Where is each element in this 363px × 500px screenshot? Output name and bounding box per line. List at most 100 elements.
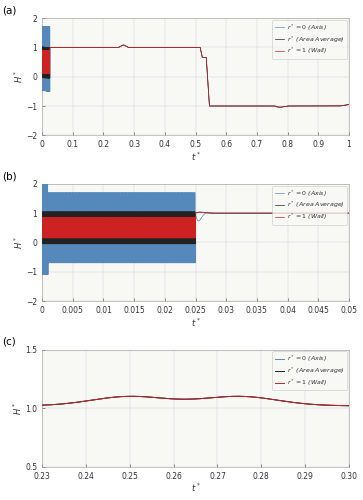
X-axis label: $t^*$: $t^*$ [191,316,200,328]
$r^*$ (Area Average) [347,210,351,216]
$r^* = 1$ (Wall) [40,225,44,231]
Line: $r^* = 0$ (Axis): $r^* = 0$ (Axis) [42,396,349,406]
$r^* = 0$ (Axis) [114,204,118,210]
$r^* = 0$ (Axis) [117,44,121,51]
$r^* = 1$ (Wall) [347,402,351,408]
$r^* = 0$ (Axis) [225,103,230,109]
$r^* = 1$ (Wall) [327,103,331,109]
$r^* = 1$ (Wall) [237,103,241,109]
Line: $r^* = 0$ (Axis): $r^* = 0$ (Axis) [42,27,349,107]
$r^* = 1$ (Wall) [198,210,203,216]
$r^* = 1$ (Wall) [114,223,118,229]
$r^* = 1$ (Wall) [40,402,44,408]
$r^* = 1$ (Wall) [260,103,264,109]
$r^* = 1$ (Wall) [73,230,78,236]
Y-axis label: $H^*$: $H^*$ [11,402,24,414]
$r^*$ (Area Average) [225,103,230,109]
$r^* = 1$ (Wall) [235,394,240,400]
$r^* = 1$ (Wall) [306,210,310,216]
$r^* = 0$ (Axis) [347,102,351,107]
$r^*$ (Area Average) [327,103,331,109]
$r^*$ (Area Average) [107,237,111,243]
$r^* = 1$ (Wall) [96,396,100,402]
$r^*$ (Area Average) [121,42,126,48]
$r^* = 0$ (Axis) [327,103,331,109]
$r^* = 1$ (Wall) [292,400,297,406]
Line: $r^*$ (Area Average): $r^*$ (Area Average) [42,45,349,107]
$r^* = 1$ (Wall) [121,42,126,48]
$r^* = 0$ (Axis) [269,396,273,402]
Line: $r^* = 1$ (Wall): $r^* = 1$ (Wall) [42,396,349,406]
$r^* = 0$ (Axis) [42,24,46,30]
$r^* = 1$ (Wall) [347,102,351,107]
$r^*$ (Area Average) [237,103,241,109]
$r^*$ (Area Average) [240,394,244,400]
$r^*$ (Area Average) [117,44,121,51]
$r^* = 0$ (Axis) [45,178,50,184]
$r^* = 0$ (Axis) [292,400,297,406]
Text: (b): (b) [2,171,17,181]
$r^* = 0$ (Axis) [235,394,240,400]
$r^* = 0$ (Axis) [347,210,351,216]
$r^* = 0$ (Axis) [224,394,228,400]
$r^*$ (Area Average) [269,396,273,402]
$r^*$ (Area Average) [40,241,45,247]
$r^* = 1$ (Wall) [157,395,162,401]
$r^* = 1$ (Wall) [240,394,244,400]
$r^*$ (Area Average) [202,210,207,216]
$r^*$ (Area Average) [347,102,351,107]
Legend: $r^* = 0$ (Axis), $r^*$ (Area Average), $r^* = 1$ (Wall): $r^* = 0$ (Axis), $r^*$ (Area Average), … [273,186,347,224]
$r^* = 0$ (Axis) [278,104,282,110]
$r^* = 0$ (Axis) [107,258,112,264]
$r^* = 0$ (Axis) [202,211,207,217]
$r^* = 0$ (Axis) [41,272,45,278]
Text: (a): (a) [2,6,17,16]
$r^*$ (Area Average) [40,48,44,54]
$r^* = 1$ (Wall) [50,235,54,241]
$r^* = 1$ (Wall) [107,235,111,241]
Y-axis label: $H^*$: $H^*$ [12,70,25,83]
$r^*$ (Area Average) [260,103,264,109]
$r^*$ (Area Average) [306,210,310,216]
$r^* = 0$ (Axis) [40,402,44,408]
$r^*$ (Area Average) [347,402,351,408]
$r^* = 0$ (Axis) [96,396,100,402]
Line: $r^* = 1$ (Wall): $r^* = 1$ (Wall) [42,212,349,238]
Line: $r^* = 0$ (Axis): $r^* = 0$ (Axis) [42,181,349,274]
Text: (c): (c) [2,337,16,347]
$r^* = 0$ (Axis) [40,211,44,217]
$r^*$ (Area Average) [114,212,118,218]
$r^*$ (Area Average) [224,394,228,400]
$r^* = 0$ (Axis) [73,255,78,261]
$r^* = 1$ (Wall) [40,59,44,65]
$r^* = 0$ (Axis) [347,402,351,408]
Y-axis label: $H^*$: $H^*$ [12,236,25,249]
$r^*$ (Area Average) [157,395,162,401]
$r^* = 1$ (Wall) [225,103,230,109]
$r^* = 1$ (Wall) [269,396,273,402]
$r^*$ (Area Average) [50,238,54,244]
Line: $r^*$ (Area Average): $r^*$ (Area Average) [42,212,349,244]
$r^* = 0$ (Axis) [240,394,244,400]
$r^* = 1$ (Wall) [347,210,351,216]
$r^* = 0$ (Axis) [237,103,241,109]
$r^* = 0$ (Axis) [50,258,54,264]
$r^* = 1$ (Wall) [224,394,228,400]
$r^* = 0$ (Axis) [306,210,310,216]
X-axis label: $t^*$: $t^*$ [191,482,200,494]
Legend: $r^* = 0$ (Axis), $r^*$ (Area Average), $r^* = 1$ (Wall): $r^* = 0$ (Axis), $r^*$ (Area Average), … [273,20,347,59]
$r^* = 0$ (Axis) [157,395,162,401]
$r^* = 0$ (Axis) [185,44,189,51]
$r^*$ (Area Average) [235,394,240,400]
$r^* = 0$ (Axis) [40,48,44,54]
$r^* = 1$ (Wall) [117,235,121,241]
$r^* = 0$ (Axis) [260,103,264,109]
$r^*$ (Area Average) [73,240,78,246]
$r^*$ (Area Average) [40,402,44,408]
$r^* = 1$ (Wall) [202,210,207,216]
$r^*$ (Area Average) [96,396,100,402]
Line: $r^* = 1$ (Wall): $r^* = 1$ (Wall) [42,45,349,107]
X-axis label: $t^*$: $t^*$ [191,150,200,163]
$r^*$ (Area Average) [185,44,189,51]
$r^*$ (Area Average) [40,214,44,220]
